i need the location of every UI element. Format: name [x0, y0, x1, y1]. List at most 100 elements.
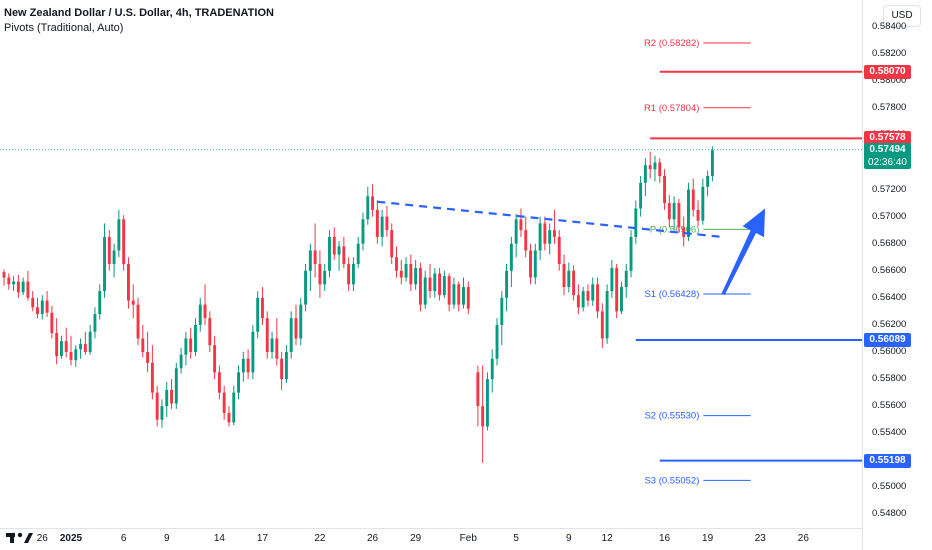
candle-body	[198, 304, 202, 325]
candle-body	[270, 338, 274, 352]
candle-body	[495, 324, 499, 359]
candle-body	[2, 272, 6, 278]
candle-body	[237, 372, 240, 393]
candle-body	[170, 389, 173, 404]
price-tick-label: 0.55000	[872, 481, 907, 493]
candle-body	[428, 277, 432, 292]
candle-body	[45, 300, 49, 313]
candle-body	[31, 297, 35, 308]
price-tick-label: 0.56200	[872, 318, 907, 330]
price-axis-separator	[862, 0, 863, 550]
pivot-level-label: P (0.56906)	[650, 224, 699, 235]
candle-body	[328, 236, 331, 271]
time-tick-label: 26	[366, 533, 379, 544]
candle-body	[667, 203, 671, 220]
candle-body	[452, 284, 456, 305]
time-tick-label: 5	[513, 533, 519, 544]
candle-body	[227, 412, 231, 423]
candle-body	[505, 270, 509, 298]
time-tick-label: 26	[36, 533, 48, 544]
candle-body	[275, 338, 279, 359]
candle-body	[184, 338, 188, 355]
candle-body	[615, 268, 619, 312]
candle-body	[342, 246, 346, 264]
resistance-price-tag-upper: 0.58070	[864, 64, 911, 79]
candle-body	[543, 223, 547, 244]
time-tick-label: 23	[754, 533, 766, 544]
candle-body	[146, 352, 150, 363]
candle-body	[107, 236, 111, 264]
tradingview-logo-icon[interactable]	[6, 530, 36, 544]
support-price-tag-upper: 0.56089	[864, 332, 911, 347]
candle-body	[390, 230, 394, 258]
candle-body	[409, 264, 413, 285]
candle-body	[572, 270, 576, 296]
candle-body	[93, 314, 97, 332]
candle-body	[639, 182, 643, 209]
candle-body	[481, 406, 485, 427]
symbol-title[interactable]: New Zealand Dollar / U.S. Dollar, 4h, TR…	[4, 7, 274, 19]
time-tick-label: 22	[314, 533, 326, 544]
candle-body	[64, 341, 68, 352]
candle-body	[103, 236, 106, 292]
candle-body	[112, 250, 116, 264]
candle-body	[179, 354, 183, 369]
candle-body	[36, 307, 39, 315]
candle-body	[466, 287, 470, 309]
candle-body	[629, 236, 633, 271]
candle-body	[289, 318, 293, 352]
candle-body	[256, 297, 260, 332]
candle-body	[251, 331, 255, 373]
candle-body	[241, 358, 245, 373]
candle-body	[59, 341, 63, 357]
candle-body	[284, 352, 288, 380]
time-tick-label: 12	[601, 533, 613, 544]
price-tick-label: 0.58000	[872, 75, 907, 87]
candle-body	[74, 349, 78, 361]
candle-body	[591, 284, 595, 301]
candle-body	[318, 264, 322, 285]
time-tick-label: 9	[163, 533, 170, 544]
candle-countdown: 02:36:40	[868, 156, 907, 168]
currency-button[interactable]: USD	[883, 5, 921, 27]
candle-body	[476, 372, 480, 407]
candle-body	[442, 276, 446, 296]
current-price-value: 0.57494	[869, 143, 906, 155]
candle-body	[313, 250, 317, 264]
candle-body	[548, 230, 552, 244]
trendline	[377, 200, 723, 239]
candle-body	[131, 300, 135, 305]
candle-body	[213, 345, 217, 373]
time-tick-label: 14	[213, 533, 225, 544]
candle-body	[672, 203, 676, 220]
candle-body	[232, 392, 236, 423]
candle-body	[596, 284, 599, 312]
candle-body	[605, 291, 609, 339]
candle-body	[21, 281, 25, 293]
candle-body	[457, 284, 461, 305]
candle-body	[648, 165, 652, 170]
pivot-level-label: S1 (0.56428)	[644, 289, 699, 300]
candle-body	[88, 331, 92, 352]
candle-body	[265, 318, 269, 352]
candle-body	[194, 324, 197, 352]
candle-body	[16, 281, 20, 293]
candle-body	[710, 150, 714, 176]
time-tick-label: 19	[702, 533, 714, 544]
time-tick-label: 16	[658, 533, 671, 544]
candle-body	[40, 300, 44, 315]
candle-body	[12, 281, 16, 285]
candle-body	[361, 219, 365, 244]
candle-body	[586, 291, 590, 301]
indicator-label[interactable]: Pivots (Traditional, Auto)	[4, 22, 124, 34]
candle-body	[438, 273, 442, 296]
candle-body	[485, 379, 489, 427]
candle-body	[533, 250, 537, 278]
time-axis-separator	[0, 528, 862, 529]
price-tick-label: 0.57000	[872, 210, 907, 222]
candle-body	[404, 264, 408, 278]
candle-body	[706, 176, 710, 187]
price-tick-label: 0.54800	[872, 508, 907, 520]
candle-body	[280, 358, 284, 380]
